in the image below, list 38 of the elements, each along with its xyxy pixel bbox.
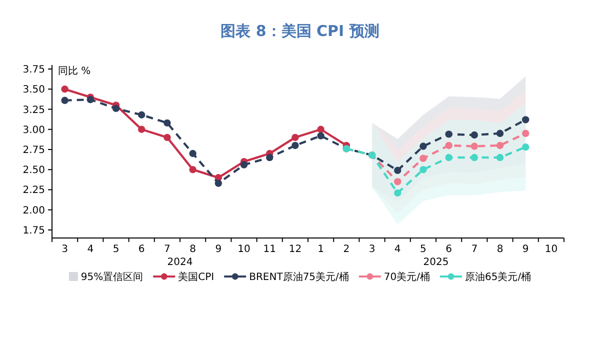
- text: 2024: [167, 257, 193, 268]
- y-tick-label: 3.25: [22, 104, 45, 116]
- y-tick-label: 2.50: [22, 165, 45, 176]
- x-tick-label: 8: [190, 244, 196, 255]
- x-tick-label: 4: [87, 244, 94, 255]
- legend-label: 原油65美元/桶: [465, 271, 532, 283]
- x-tick-label: 7: [471, 244, 478, 255]
- y-axis-title: 同比 %: [58, 65, 91, 77]
- x-tick-label: 9: [522, 244, 529, 255]
- x-tick-label: 4: [394, 244, 401, 255]
- x-tick-label: 11: [263, 244, 276, 255]
- x-tick-label: 10: [238, 244, 250, 255]
- x-tick-label: 9: [215, 244, 222, 255]
- x-tick-label: 12: [288, 244, 302, 255]
- x-tick-label: 3: [62, 244, 68, 255]
- y-tick-label: 2.00: [22, 205, 45, 216]
- y-tick-label: 3.50: [22, 84, 45, 96]
- legend-label: 美国CPI: [178, 271, 214, 283]
- y-tick-label: 1.75: [22, 225, 45, 236]
- x-tick-label: 6: [446, 244, 452, 255]
- x-tick-label: 5: [112, 244, 120, 255]
- y-tick-label: 2.25: [22, 185, 45, 196]
- x-tick-label: 5: [420, 244, 426, 255]
- legend-title: 95%置信区间: [80, 271, 144, 283]
- chart-title: 图表 8：美国 CPI 预测: [220, 22, 380, 40]
- x-tick-label: 8: [496, 244, 504, 255]
- y-tick-label: 3.75: [22, 64, 45, 76]
- x-tick-label: 10: [544, 244, 558, 255]
- text: 2025: [423, 257, 449, 268]
- x-tick-label: 1: [318, 244, 324, 255]
- x-tick-label: 2: [343, 244, 350, 255]
- x-tick-label: 7: [164, 244, 170, 255]
- y-tick-label: 2.75: [22, 144, 45, 156]
- legend-label: 70美元/桶: [384, 271, 430, 283]
- legend-label: BRENT原油75美元/桶: [249, 271, 349, 283]
- x-tick-label: 3: [368, 244, 376, 255]
- x-tick-label: 6: [138, 244, 145, 255]
- y-tick-label: 3.00: [22, 124, 45, 136]
